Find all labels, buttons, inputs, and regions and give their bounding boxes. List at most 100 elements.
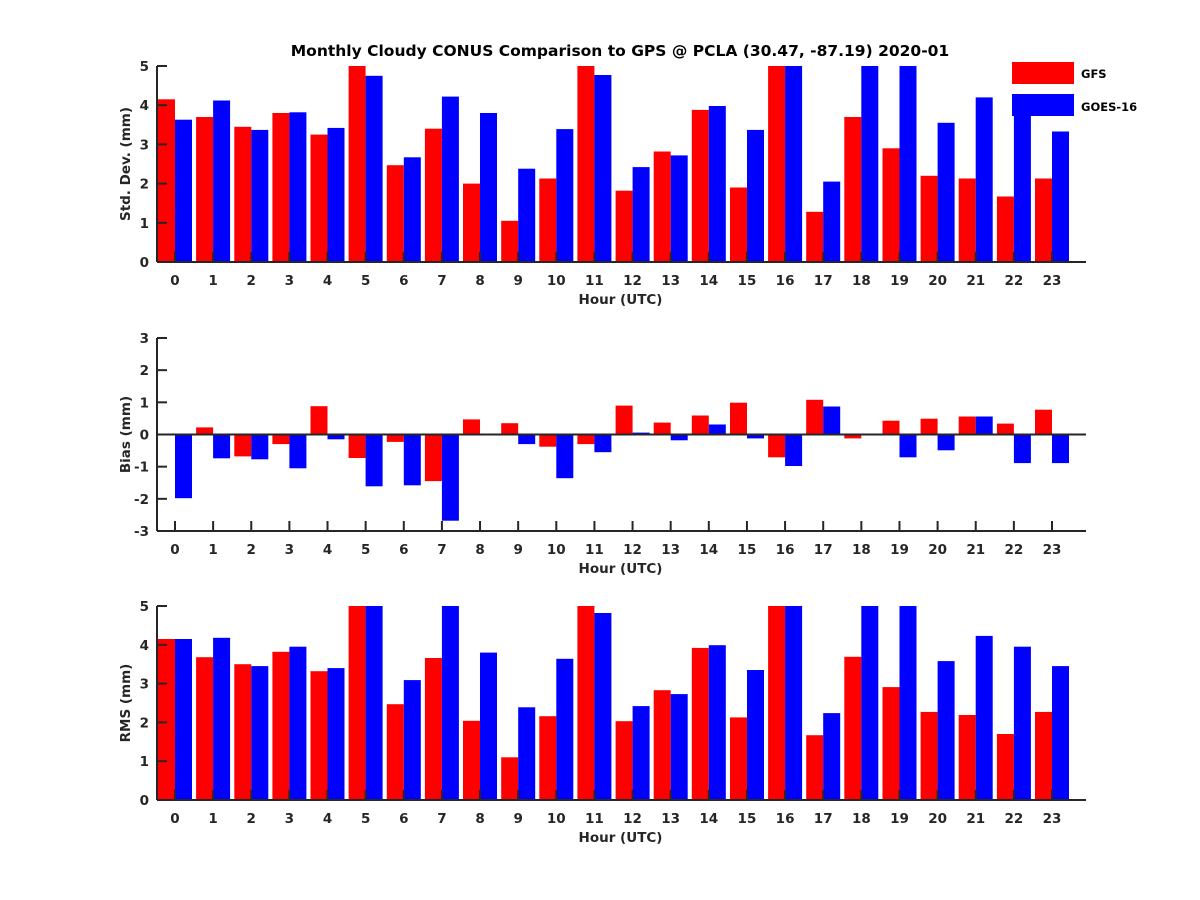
std-dev-bar-goes16-18 bbox=[861, 66, 879, 262]
rms-bar-gfs-20 bbox=[920, 711, 938, 800]
bias-x-tick-label: 2 bbox=[247, 542, 256, 558]
rms-bar-goes16-23 bbox=[1052, 666, 1069, 800]
std-dev-x-tick-label: 8 bbox=[475, 273, 484, 289]
bias-x-tick-label: 12 bbox=[623, 542, 642, 558]
bias-bar-gfs-3 bbox=[272, 434, 290, 445]
rms-bar-goes16-14 bbox=[708, 645, 726, 800]
std-dev-bar-gfs-20 bbox=[920, 175, 938, 262]
std-dev-bar-gfs-7 bbox=[424, 128, 442, 262]
rms-bar-goes16-13 bbox=[670, 694, 688, 800]
std-dev-bar-gfs-8 bbox=[463, 183, 480, 262]
rms-bar-goes16-0 bbox=[175, 639, 192, 800]
bias-bar-goes16-7 bbox=[441, 434, 459, 521]
std-dev-x-tick-label: 19 bbox=[890, 273, 909, 289]
rms-bar-goes16-5 bbox=[365, 606, 383, 800]
rms-bar-goes16-3 bbox=[289, 646, 307, 800]
rms-bar-gfs-12 bbox=[615, 721, 633, 800]
std-dev-bar-goes16-19 bbox=[899, 66, 917, 262]
bias-x-tick-label: 7 bbox=[437, 542, 446, 558]
std-dev-bar-gfs-13 bbox=[653, 151, 671, 262]
std-dev-x-tick-label: 15 bbox=[738, 273, 757, 289]
std-dev-bar-gfs-21 bbox=[958, 178, 976, 262]
bias-x-tick-label: 5 bbox=[361, 542, 370, 558]
bias-bar-goes16-21 bbox=[975, 416, 993, 435]
rms-bar-goes16-22 bbox=[1013, 646, 1031, 800]
std-dev-x-tick-label: 21 bbox=[966, 273, 985, 289]
std-dev-x-tick-label: 23 bbox=[1043, 273, 1062, 289]
bias-bar-goes16-5 bbox=[365, 434, 383, 487]
std-dev-y-axis-label: Std. Dev. (mm) bbox=[118, 107, 134, 221]
std-dev-bar-gfs-1 bbox=[196, 117, 214, 262]
std-dev-x-tick-label: 20 bbox=[928, 273, 947, 289]
std-dev-x-tick-label: 1 bbox=[208, 273, 217, 289]
std-dev-y-tick-label: 0 bbox=[140, 255, 149, 271]
bias-y-tick-label: 3 bbox=[140, 331, 149, 347]
bias-bar-goes16-11 bbox=[594, 434, 612, 453]
rms-x-tick-label: 19 bbox=[890, 811, 909, 827]
legend-swatch-gfs bbox=[1012, 62, 1074, 84]
rms-x-tick-label: 15 bbox=[738, 811, 757, 827]
std-dev-bar-goes16-20 bbox=[937, 122, 955, 262]
rms-y-axis-label: RMS (mm) bbox=[118, 664, 134, 743]
rms-bar-gfs-0 bbox=[158, 639, 175, 800]
std-dev-bar-goes16-21 bbox=[975, 97, 993, 263]
legend: GFS GOES-16 bbox=[1012, 62, 1137, 116]
rms-bar-goes16-8 bbox=[480, 652, 497, 800]
bias-x-tick-label: 23 bbox=[1043, 542, 1062, 558]
rms-bar-gfs-13 bbox=[653, 690, 671, 800]
rms-x-tick-label: 3 bbox=[285, 811, 294, 827]
bias-y-tick-label: 0 bbox=[140, 428, 149, 444]
bias-y-tick-label: -3 bbox=[134, 524, 149, 540]
std-dev-bar-gfs-0 bbox=[158, 99, 175, 262]
std-dev-bar-gfs-9 bbox=[501, 220, 519, 262]
std-dev-x-tick-label: 9 bbox=[513, 273, 522, 289]
rms-x-tick-label: 5 bbox=[361, 811, 370, 827]
rms-bar-gfs-15 bbox=[730, 717, 747, 800]
std-dev-bar-gfs-22 bbox=[996, 196, 1014, 262]
rms-bar-gfs-14 bbox=[691, 647, 709, 800]
std-dev-bar-gfs-23 bbox=[1035, 178, 1052, 262]
bias-y-tick-label: -1 bbox=[134, 460, 149, 476]
rms-bar-goes16-15 bbox=[747, 670, 764, 800]
rms-bar-gfs-4 bbox=[310, 671, 328, 800]
bias-x-tick-label: 4 bbox=[323, 542, 332, 558]
bias-bar-gfs-2 bbox=[234, 434, 252, 457]
rms-bar-gfs-16 bbox=[768, 606, 786, 800]
bias-x-tick-label: 0 bbox=[170, 542, 179, 558]
bias-y-axis-label: Bias (mm) bbox=[118, 396, 134, 473]
rms-x-tick-label: 1 bbox=[208, 811, 217, 827]
rms-bar-gfs-2 bbox=[234, 664, 252, 800]
bias-bar-gfs-5 bbox=[348, 434, 366, 458]
std-dev-x-tick-label: 10 bbox=[547, 273, 566, 289]
legend-swatch-goes16 bbox=[1012, 94, 1074, 116]
std-dev-bar-goes16-3 bbox=[289, 112, 307, 262]
std-dev-bar-gfs-6 bbox=[386, 165, 404, 262]
bias-bar-goes16-23 bbox=[1052, 434, 1069, 464]
rms-bar-gfs-21 bbox=[958, 715, 976, 800]
bias-bar-goes16-3 bbox=[289, 434, 307, 469]
std-dev-bar-gfs-18 bbox=[844, 117, 862, 262]
bias-bar-gfs-6 bbox=[386, 434, 404, 442]
bias-x-tick-label: 17 bbox=[814, 542, 833, 558]
rms-x-tick-label: 7 bbox=[437, 811, 446, 827]
rms-x-tick-label: 17 bbox=[814, 811, 833, 827]
rms-y-tick-label: 0 bbox=[140, 793, 149, 809]
rms-x-tick-label: 11 bbox=[585, 811, 604, 827]
bias-x-tick-label: 9 bbox=[513, 542, 522, 558]
bias-bar-goes16-16 bbox=[785, 434, 803, 466]
bias-x-tick-label: 3 bbox=[285, 542, 294, 558]
std-dev-bar-gfs-16 bbox=[768, 66, 786, 262]
bias-bar-goes16-15 bbox=[747, 434, 764, 439]
bias-x-tick-label: 16 bbox=[776, 542, 795, 558]
rms-bar-goes16-2 bbox=[251, 666, 269, 800]
bias-bar-goes16-19 bbox=[899, 434, 917, 458]
legend-label-goes16: GOES-16 bbox=[1081, 100, 1137, 114]
bias-x-tick-label: 15 bbox=[738, 542, 757, 558]
std-dev-x-tick-label: 12 bbox=[623, 273, 642, 289]
bias-y-tick-label: 1 bbox=[140, 395, 149, 411]
std-dev-bar-gfs-3 bbox=[272, 113, 290, 262]
std-dev-y-tick-label: 3 bbox=[140, 137, 149, 153]
std-dev-x-tick-label: 18 bbox=[852, 273, 871, 289]
rms-y-tick-label: 1 bbox=[140, 754, 149, 770]
